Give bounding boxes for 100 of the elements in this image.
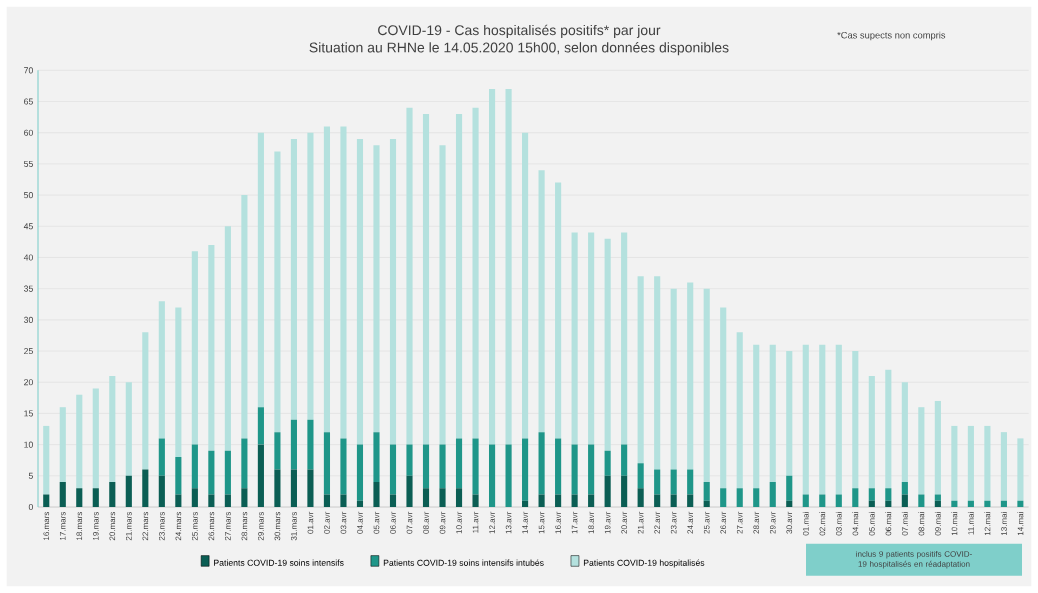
bar — [406, 107, 413, 445]
bar — [175, 307, 182, 458]
bar — [208, 245, 215, 451]
bar — [654, 494, 661, 507]
bar — [885, 369, 892, 489]
x-tick-label: 07.mai — [901, 512, 908, 536]
x-tick-label: 04.avr — [357, 511, 363, 534]
bar — [59, 482, 66, 507]
x-tick-label: 26.avr — [720, 511, 727, 534]
bar — [455, 488, 463, 507]
chart-title: COVID-19 - Cas hospitalisés positifs* par jour — [378, 24, 661, 38]
bar — [224, 226, 231, 451]
bar — [555, 182, 562, 439]
bar — [76, 488, 83, 507]
bar — [142, 469, 149, 507]
bar — [786, 475, 793, 501]
bar — [290, 138, 297, 420]
bar — [43, 425, 50, 495]
bar — [76, 394, 83, 489]
bar — [224, 494, 231, 507]
x-tick-label: 30.mars — [274, 511, 281, 541]
bar — [819, 494, 826, 507]
x-tick-label: 29.mars — [258, 511, 264, 541]
bar — [389, 494, 397, 507]
x-tick-label: 03.avr — [340, 511, 347, 534]
bar — [307, 132, 314, 420]
bar — [720, 307, 727, 489]
x-tick-label: 11.mai — [967, 512, 974, 535]
bar — [621, 232, 628, 445]
y-tick-label: 15 — [24, 410, 33, 417]
bar — [819, 344, 826, 495]
bar — [604, 475, 611, 507]
x-tick-label: 25.avr — [703, 511, 710, 534]
x-tick-label: 06.mai — [885, 512, 892, 536]
bar — [538, 170, 545, 433]
y-tick-label: 40 — [23, 254, 33, 261]
x-tick-label: 19.mars — [92, 511, 99, 540]
x-tick-label: 01.avr — [307, 511, 314, 534]
text: *Cas supects non compris — [837, 31, 946, 41]
y-tick-label: 30 — [23, 316, 33, 323]
bar — [588, 494, 595, 507]
x-tick-label: 18.mars — [76, 511, 83, 540]
bar — [654, 469, 661, 495]
y-tick-label: 70 — [24, 67, 33, 74]
bar — [274, 151, 281, 433]
bar — [191, 251, 198, 445]
bar — [852, 488, 859, 507]
bar — [422, 114, 430, 445]
x-tick-label: 24.mars — [175, 511, 182, 541]
bar — [92, 488, 99, 507]
x-tick-label: 15.avr — [538, 511, 545, 534]
bar — [654, 276, 661, 470]
bar — [488, 444, 496, 507]
bar — [389, 138, 397, 445]
legend-label: Patients COVID-19 soins intensifs intubés — [383, 559, 544, 566]
bar — [885, 500, 892, 507]
bar — [241, 488, 248, 507]
bar — [373, 482, 380, 507]
bar — [1000, 500, 1007, 507]
bar — [951, 425, 958, 501]
bar — [670, 288, 677, 470]
x-tick-label: 30.avr — [786, 511, 793, 534]
bar — [687, 469, 694, 495]
bar — [588, 232, 595, 445]
bar — [241, 438, 248, 489]
x-tick-label: 28.avr — [753, 511, 760, 534]
bar — [769, 482, 776, 507]
x-tick-label: 22.mars — [142, 511, 149, 541]
bar — [571, 444, 578, 495]
x-tick-label: 08.mai — [918, 512, 925, 536]
x-tick-label: 19.avr — [604, 511, 611, 534]
bar — [340, 126, 347, 439]
bar — [555, 494, 562, 507]
x-tick-label: 08.avr — [423, 511, 429, 534]
x-tick-label: 21.avr — [637, 511, 644, 534]
x-tick-label: 10.avr — [456, 511, 462, 534]
bar — [720, 488, 727, 507]
bar — [422, 444, 430, 489]
bar — [802, 494, 809, 507]
bar — [125, 475, 132, 507]
bar — [934, 494, 941, 501]
bar — [158, 301, 165, 439]
bar — [455, 114, 463, 439]
bar — [505, 89, 512, 445]
y-tick-label: 10 — [24, 441, 33, 448]
bar — [786, 351, 793, 476]
chart-subtitle: Situation au RHNe le 14.05.2020 15h00, selon données disponibles — [309, 42, 729, 56]
bar — [175, 494, 182, 507]
x-tick-label: 28.mars — [241, 511, 248, 541]
bar — [257, 132, 264, 408]
bar — [885, 488, 892, 501]
x-tick-label: 07.avr — [406, 511, 413, 534]
bar — [604, 450, 611, 476]
bar — [59, 407, 66, 483]
bar — [439, 145, 446, 445]
bar — [571, 232, 578, 445]
bar — [406, 444, 413, 476]
x-tick-label: 26.mars — [208, 511, 215, 541]
x-tick-label: 14.avr — [522, 511, 528, 534]
x-tick-label: 11.avr — [472, 511, 479, 533]
